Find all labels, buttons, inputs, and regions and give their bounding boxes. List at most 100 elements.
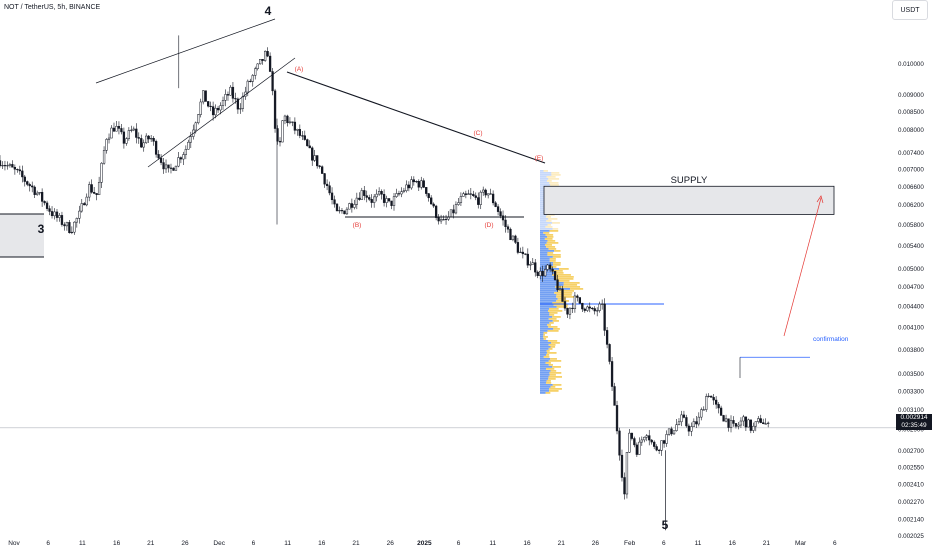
candle-body <box>605 330 609 345</box>
y-axis[interactable]: 0.010000 0.009000 0.008500 0.008000 0.007400… <box>898 61 924 540</box>
volume-bar-sell <box>540 304 554 306</box>
volume-bar-buy <box>548 218 558 220</box>
volume-bar-sell <box>540 220 547 222</box>
candle-body <box>202 90 205 103</box>
candle-body <box>241 96 244 109</box>
candle-body <box>80 203 83 212</box>
volume-bar-sell <box>540 336 544 338</box>
candle-body <box>724 418 728 422</box>
y-tick-label: 0.005400 <box>898 243 924 250</box>
candle-body <box>392 196 396 206</box>
candle-body <box>380 191 383 195</box>
confirmation-label: confirmation <box>813 336 849 343</box>
candle-body <box>752 425 755 431</box>
candle-body <box>762 422 765 424</box>
candle-body <box>318 165 321 167</box>
supply-label: SUPPLY <box>671 175 708 186</box>
candle-body <box>194 122 197 131</box>
candle-body <box>127 130 131 139</box>
volume-bar-buy <box>552 316 561 318</box>
candle-body <box>506 226 510 230</box>
candle-body <box>568 307 572 315</box>
candle-body <box>105 139 108 151</box>
volume-bar-sell <box>540 354 546 356</box>
x-axis[interactable]: Nov 6 11 16 21 26 Dec 6 11 16 21 26 2025 6 11 16 21 26 Feb… <box>8 540 837 547</box>
volume-bar-buy <box>549 388 562 390</box>
volume-bar-sell <box>540 282 564 284</box>
volume-bar-sell <box>540 234 546 236</box>
candle-body <box>400 191 403 195</box>
candle-body <box>140 138 143 148</box>
candle-body <box>23 176 26 182</box>
candle-body <box>759 418 762 423</box>
volume-bar-sell <box>540 178 549 180</box>
candle-body <box>55 211 59 218</box>
volume-bar-buy <box>548 378 556 380</box>
candle-body <box>563 301 567 309</box>
volume-bar-buy <box>549 308 559 310</box>
candle-body <box>581 302 584 310</box>
volume-bar-sell <box>540 258 550 260</box>
candle-body <box>529 264 532 266</box>
candle-body <box>598 303 601 311</box>
wave-label: 4 <box>265 4 272 18</box>
candle-body <box>311 147 314 161</box>
volume-bar-buy <box>543 356 550 358</box>
currency-unit-button[interactable]: USDT <box>892 0 928 20</box>
y-tick-label: 0.002410 <box>898 481 924 488</box>
volume-bar-buy <box>548 248 557 250</box>
volume-bar-buy <box>546 246 556 248</box>
candle-body <box>620 454 624 478</box>
candle-body <box>546 264 549 270</box>
y-tick-label: 0.007000 <box>898 166 924 173</box>
candle-body <box>667 428 671 435</box>
candle-body <box>737 424 740 427</box>
volume-bar-sell <box>540 320 553 322</box>
x-tick-label: Dec <box>213 540 225 547</box>
candle-body <box>246 80 249 93</box>
volume-bar-sell <box>540 240 548 242</box>
candle-body <box>504 219 507 227</box>
candle-body <box>306 139 309 147</box>
volume-bar-sell <box>540 348 549 350</box>
candle-body <box>586 306 589 311</box>
volume-bar-buy <box>551 342 560 344</box>
volume-bar-buy <box>543 332 548 334</box>
volume-bar-sell <box>540 230 550 232</box>
volume-bar-sell <box>540 372 550 374</box>
volume-bar-buy <box>548 348 553 350</box>
candle-body <box>655 446 658 451</box>
candle-body <box>767 422 770 424</box>
volume-bar-buy <box>547 240 556 242</box>
candles <box>0 35 770 531</box>
candle-body <box>677 421 681 425</box>
candle-body <box>682 414 686 418</box>
volume-bar-buy <box>550 346 556 348</box>
candle-body <box>695 421 698 425</box>
candle-body <box>501 215 505 221</box>
candle-body <box>33 186 36 195</box>
volume-bar-buy <box>546 352 557 354</box>
candle-body <box>234 98 237 100</box>
candle-body <box>596 310 599 312</box>
candle-body <box>40 192 44 202</box>
candle-body <box>722 415 725 422</box>
volume-bar-buy <box>547 266 557 268</box>
candle-body <box>97 182 101 195</box>
volume-bar-buy <box>543 336 548 338</box>
volume-bar-buy <box>547 330 559 332</box>
volume-bar-buy <box>554 276 574 278</box>
candle-body <box>214 107 217 116</box>
candle-body <box>690 426 693 432</box>
candle-body <box>162 162 165 170</box>
candle-body <box>645 435 648 438</box>
y-tick-label: 0.009000 <box>898 92 924 99</box>
y-tick-label: 0.004100 <box>898 324 924 331</box>
candle-body <box>365 195 368 198</box>
candle-body <box>489 193 492 195</box>
candle-body <box>268 55 272 72</box>
volume-bar-sell <box>540 380 547 382</box>
candle-body <box>615 405 619 432</box>
volume-bar-buy <box>544 238 553 240</box>
